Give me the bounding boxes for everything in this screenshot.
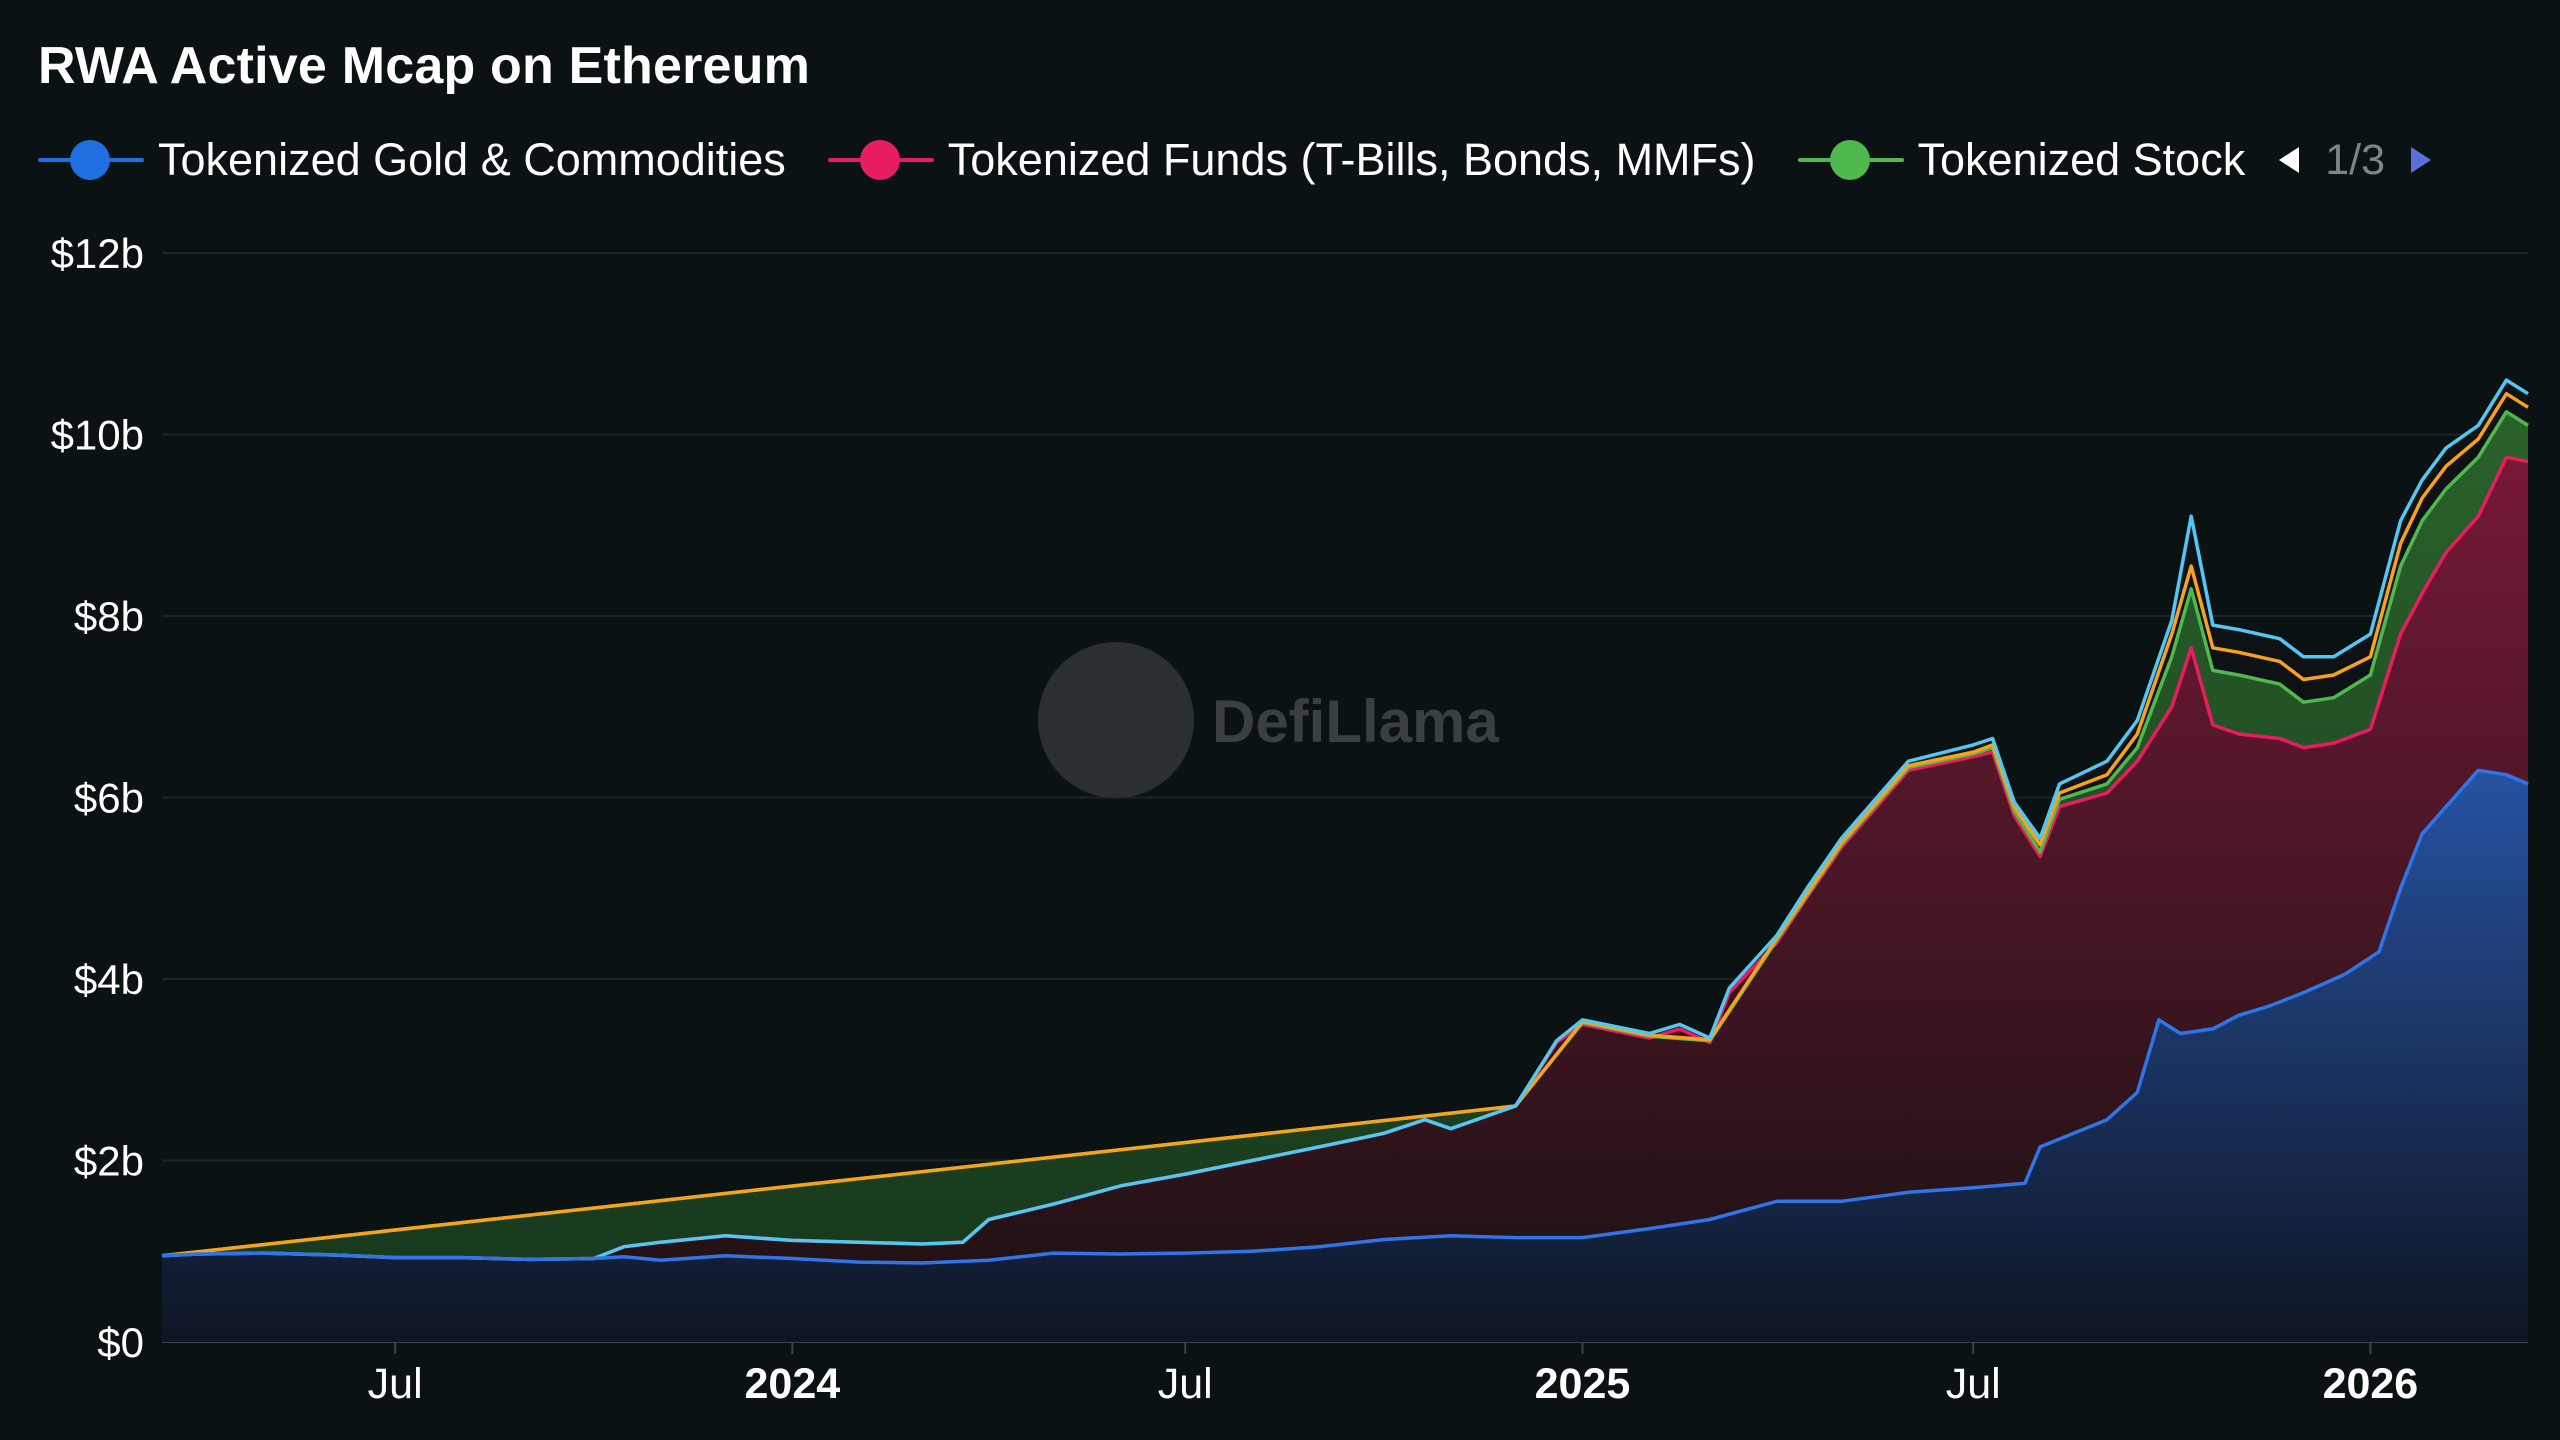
line-tokenized-gold xyxy=(161,768,2529,1265)
legend-prev-arrow-icon[interactable] xyxy=(2279,147,2300,173)
x-tick-label: Jul xyxy=(368,1360,423,1408)
chart-title: RWA Active Mcap on Ethereum xyxy=(38,37,811,95)
legend-label-gold: Tokenized Gold & Commodities xyxy=(158,134,786,185)
legend-page-indicator: 1/3 xyxy=(2325,135,2385,184)
x-tick-label: Jul xyxy=(1946,1360,2001,1408)
legend-item-stock[interactable]: Tokenized Stock xyxy=(1797,134,2246,186)
y-axis: $0 $2b $4b $6b $8b $10b $12b xyxy=(51,230,144,1366)
y-tick-label: $6b xyxy=(74,775,144,822)
legend-swatch-funds xyxy=(827,138,934,182)
y-tick-label: $0 xyxy=(97,1319,144,1366)
defillama-logo-icon xyxy=(1038,642,1194,798)
y-tick-label: $2b xyxy=(74,1138,144,1185)
legend-swatch-stock xyxy=(1797,138,1904,182)
x-axis: Jul 2024 Jul 2025 Jul 2026 xyxy=(368,1342,2419,1408)
legend: Tokenized Gold & Commodities Tokenized F… xyxy=(38,130,2431,190)
x-tick-label: Jul xyxy=(1158,1360,1213,1408)
legend-pager: 1/3 xyxy=(2279,136,2431,185)
legend-next-arrow-icon[interactable] xyxy=(2411,147,2431,173)
x-tick-label: 2024 xyxy=(745,1360,841,1408)
watermark: DefiLlama xyxy=(1038,642,1499,798)
legend-label-stock: Tokenized Stock xyxy=(1917,134,2246,185)
y-tick-label: $8b xyxy=(74,593,144,640)
legend-swatch-gold xyxy=(38,138,144,182)
area-tokenized-funds xyxy=(162,457,2528,1342)
line-other-orange xyxy=(161,391,2529,1258)
y-tick-label: $12b xyxy=(51,230,144,277)
line-other-lightblue xyxy=(161,378,2529,1262)
series-areas xyxy=(162,380,2528,1343)
series-lines xyxy=(161,378,2529,1265)
x-tick-label: 2026 xyxy=(2323,1360,2419,1408)
legend-item-gold[interactable]: Tokenized Gold & Commodities xyxy=(38,134,786,186)
y-tick-label: $4b xyxy=(74,956,144,1003)
watermark-text: DefiLlama xyxy=(1212,688,1499,755)
y-tick-label: $10b xyxy=(51,412,144,459)
legend-label-funds: Tokenized Funds (T-Bills, Bonds, MMFs) xyxy=(947,134,1756,185)
area-tokenized-gold xyxy=(162,770,2528,1342)
legend-item-funds[interactable]: Tokenized Funds (T-Bills, Bonds, MMFs) xyxy=(827,134,1756,186)
x-tick-label: 2025 xyxy=(1535,1360,1631,1408)
